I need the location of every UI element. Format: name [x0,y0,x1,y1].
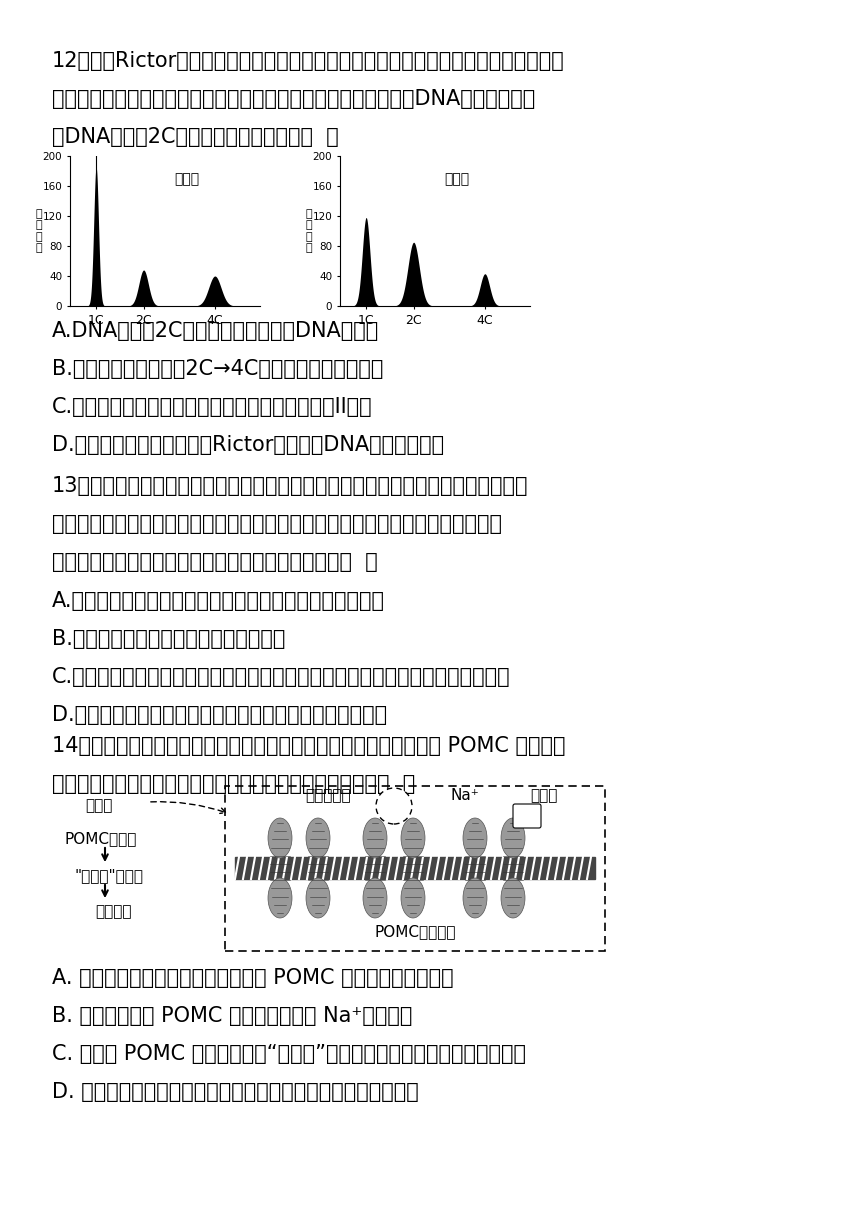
Text: C.据图推测敲除鼠的精子形成过程阻滞在减数分裂II时期: C.据图推测敲除鼠的精子形成过程阻滞在减数分裂II时期 [52,396,372,417]
Text: A.DNA含量为2C的细胞中染色体数和DNA数相等: A.DNA含量为2C的细胞中染色体数和DNA数相等 [52,321,379,340]
FancyBboxPatch shape [513,804,541,828]
Bar [235,857,595,879]
Ellipse shape [401,818,425,858]
Text: 敲除鼠: 敲除鼠 [445,173,470,186]
Y-axis label: 细
胞
数
量: 细 胞 数 量 [305,209,312,253]
Y-axis label: 细
胞
数
量: 细 胞 数 量 [35,209,42,253]
Text: 胞DNA含量为2C），下列说法正确的是（  ）: 胞DNA含量为2C），下列说法正确的是（ ） [52,126,339,147]
Text: 可引起食欲下降，其作用机制如图所示。下列说法错误的是（  ）: 可引起食欲下降，其作用机制如图所示。下列说法错误的是（ ） [52,775,415,794]
Text: POMC神经元膜: POMC神经元膜 [374,924,456,939]
Ellipse shape [363,878,387,918]
Text: 尼古丁受体: 尼古丁受体 [305,788,351,803]
Text: 症。下图是正常鼠和敲除鼠精原细胞进行减数分裂时测定的细胞中DNA含量（精原细: 症。下图是正常鼠和敲除鼠精原细胞进行减数分裂时测定的细胞中DNA含量（精原细 [52,89,535,109]
Text: 食欲下降: 食欲下降 [95,903,132,919]
Text: 尼古丁: 尼古丁 [85,798,113,814]
Text: B. 尼古丁主要为 POMC 神经元跨膜运输 Na⁺提供能量: B. 尼古丁主要为 POMC 神经元跨膜运输 Na⁺提供能量 [52,1006,413,1026]
Text: D.饺子馅中的无机盐进入人体细胞后，多数以离子形式存在: D.饺子馅中的无机盐进入人体细胞后，多数以离子形式存在 [52,705,387,725]
Text: 14．香烟中的尼古丁是一种能使人成瘾的物质，尼古丁作用于人体的 POMC 神经元，: 14．香烟中的尼古丁是一种能使人成瘾的物质，尼古丁作用于人体的 POMC 神经元… [52,736,566,756]
Text: 12．小鼠Rictor基因的正常表达与精子的发生密切相关，敲除该基因的小鼠会出现无精: 12．小鼠Rictor基因的正常表达与精子的发生密切相关，敲除该基因的小鼠会出现… [52,51,565,71]
Circle shape [376,788,412,824]
Ellipse shape [463,878,487,918]
Text: C.在鸡蛋清中加入食盐会看到白色絮状物，这一过程改变了蛋白质分子中的肽键数: C.在鸡蛋清中加入食盐会看到白色絮状物，这一过程改变了蛋白质分子中的肽键数 [52,668,511,687]
Text: Na⁺: Na⁺ [450,788,479,803]
Text: 正常鼠: 正常鼠 [175,173,200,186]
Ellipse shape [268,878,292,918]
Text: Na⁺: Na⁺ [382,799,406,812]
Text: B.糖类和脂质提供了生命活动的重要能源: B.糖类和脂质提供了生命活动的重要能源 [52,629,286,649]
Text: 们了解组成细胞的分子等相关知识，也可以指导我们注重营养的均衡，进行科学健: 们了解组成细胞的分子等相关知识，也可以指导我们注重营养的均衡，进行科学健 [52,514,502,534]
Text: POMC神经元: POMC神经元 [65,831,138,846]
Ellipse shape [401,878,425,918]
Text: 身。下列涉及细胞中的化合物的叙述中，不合理的是（  ）: 身。下列涉及细胞中的化合物的叙述中，不合理的是（ ） [52,552,378,572]
Text: C. 信号从 POMC 神经元传递至“饱腹感”神经元的过程中会有传递形式的变化: C. 信号从 POMC 神经元传递至“饱腹感”神经元的过程中会有传递形式的变化 [52,1045,526,1064]
Ellipse shape [306,818,330,858]
Ellipse shape [463,818,487,858]
FancyBboxPatch shape [225,786,605,951]
Ellipse shape [501,818,525,858]
Text: D.小鼠无精症的原因是缺失Rictor蛋白导致DNA复制不能进行: D.小鼠无精症的原因是缺失Rictor蛋白导致DNA复制不能进行 [52,435,444,455]
Text: B.敲除鼠细胞的基因在2C→4C的变化过程中均不表达: B.敲除鼠细胞的基因在2C→4C的变化过程中均不表达 [52,359,384,379]
Ellipse shape [501,878,525,918]
Ellipse shape [363,818,387,858]
Ellipse shape [306,878,330,918]
Ellipse shape [268,818,292,858]
Text: A.生物大分子是以碳链为基本骨架的单体连接而成的多聚体: A.生物大分子是以碳链为基本骨架的单体连接而成的多聚体 [52,591,385,610]
Text: A. 尼古丁与尼古丁受体结合后会改变 POMC 神经元膜两侧的电位: A. 尼古丁与尼古丁受体结合后会改变 POMC 神经元膜两侧的电位 [52,968,453,987]
Text: 尼古丁: 尼古丁 [530,788,557,803]
Text: "饱腹感"神经元: "饱腹感"神经元 [75,868,144,883]
Text: D. 尼古丁引起食欲下降的过程中尼古丁和神经递质均为信号分子: D. 尼古丁引起食欲下降的过程中尼古丁和神经递质均为信号分子 [52,1082,419,1102]
Text: 13．刘畊宏的《本草纲目》健身操火爆全网，带来一股全民跳健身操的热潮。如果我: 13．刘畊宏的《本草纲目》健身操火爆全网，带来一股全民跳健身操的热潮。如果我 [52,475,529,496]
